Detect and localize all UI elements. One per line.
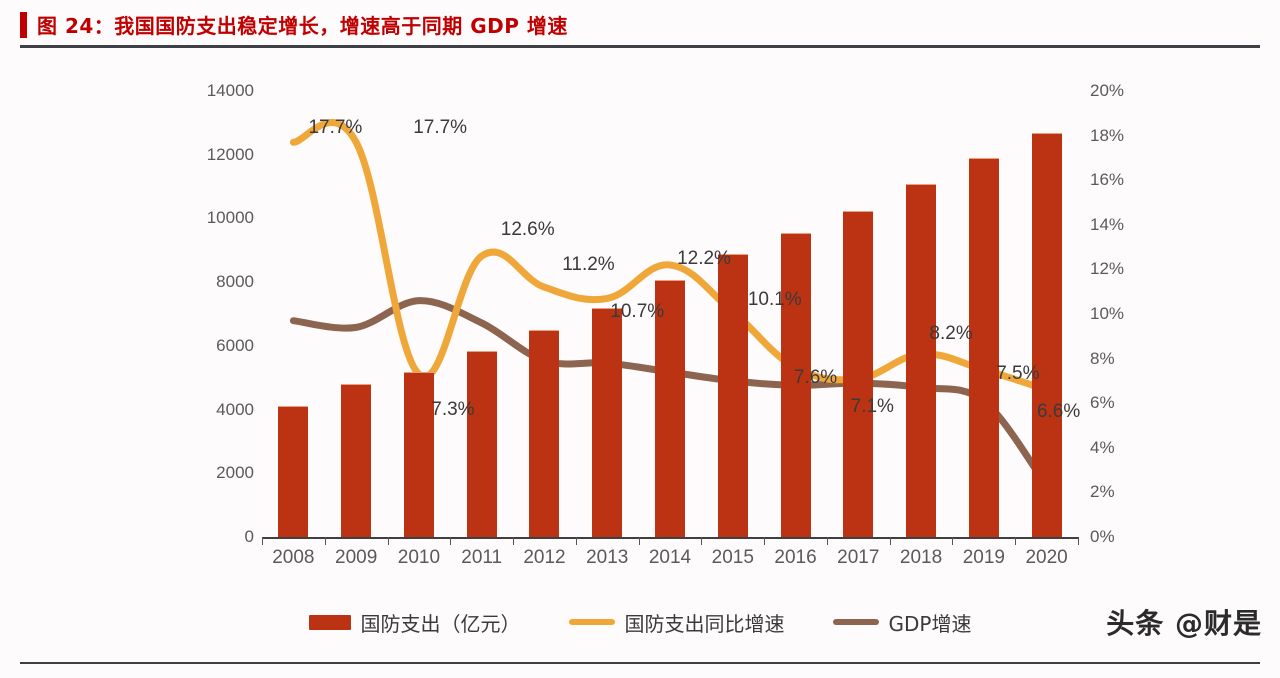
x-axis-tick xyxy=(701,537,703,545)
y-axis-right-tick-label: 6% xyxy=(1090,393,1115,413)
bar-2015 xyxy=(717,254,748,537)
x-axis-tick-label: 2010 xyxy=(397,547,441,568)
y-axis-left-tick-label: 6000 xyxy=(216,335,254,355)
bar-2016 xyxy=(780,232,811,537)
x-axis-tick-label: 2012 xyxy=(523,547,566,568)
legend-label: 国防支出同比增速 xyxy=(624,611,785,636)
y-axis-right-tick-label: 0% xyxy=(1090,527,1115,546)
legend-swatch-bar-icon xyxy=(308,614,351,630)
data-label-defense-growth-2011: 12.6% xyxy=(500,219,555,241)
legend-swatch-line-icon xyxy=(832,619,879,625)
y-axis-left-tick-label: 0 xyxy=(244,527,254,546)
bar-2011 xyxy=(466,351,497,537)
x-axis-tick xyxy=(638,537,640,545)
x-axis-tick xyxy=(575,537,577,545)
data-label-defense-growth-2010: 7.3% xyxy=(431,399,475,421)
x-axis-tick xyxy=(889,537,891,545)
x-axis-tick-label: 2016 xyxy=(774,547,817,568)
y-axis-right-tick-label: 16% xyxy=(1090,170,1125,190)
legend-item-1[interactable]: 国防支出同比增速 xyxy=(568,608,785,637)
legend-swatch-line-icon xyxy=(568,619,615,625)
data-label-defense-growth-2017: 7.1% xyxy=(850,395,894,417)
data-label-defense-growth-2013: 10.7% xyxy=(610,301,665,323)
bar-2018 xyxy=(906,184,937,537)
data-label-defense-growth-2015: 10.1% xyxy=(747,288,802,310)
x-axis-tick xyxy=(764,537,766,545)
x-axis-tick xyxy=(450,537,452,545)
y-axis-left-tick-label: 12000 xyxy=(206,144,254,164)
y-axis-left-tick-label: 8000 xyxy=(216,272,254,292)
page-title: 图 24：我国国防支出稳定增长，增速高于同期 GDP 增速 xyxy=(20,10,568,39)
y-axis-right-tick-label: 12% xyxy=(1090,259,1125,279)
bar-2008 xyxy=(278,406,309,537)
x-axis-tick-label: 2011 xyxy=(461,547,503,568)
y-axis-right-tick-label: 4% xyxy=(1090,437,1115,457)
y-axis-right-tick-label: 8% xyxy=(1090,348,1115,368)
y-axis-right-tick-label: 2% xyxy=(1090,482,1115,502)
data-label-defense-growth-2014: 12.2% xyxy=(677,247,731,269)
title-divider xyxy=(20,45,1260,48)
y-axis-left-tick-label: 14000 xyxy=(206,81,254,100)
title-label: 图 24：我国国防支出稳定增长，增速高于同期 GDP 增速 xyxy=(37,14,568,38)
x-axis-tick-label: 2009 xyxy=(335,547,378,568)
y-axis-right-tick-label: 14% xyxy=(1090,214,1125,234)
data-label-defense-growth-2009: 17.7% xyxy=(413,117,468,139)
x-axis-tick-label: 2014 xyxy=(648,547,692,568)
data-label-defense-growth-2016: 7.6% xyxy=(793,366,838,388)
legend-item-0[interactable]: 国防支出（亿元） xyxy=(308,608,521,637)
data-labels-layer: 17.7% 17.7% 7.3% 12.6% 11.2% 10.7% 12.2% 10.1% 7… xyxy=(262,91,1081,537)
x-axis-tick xyxy=(1078,537,1079,545)
chart-header: 图 24：我国国防支出稳定增长，增速高于同期 GDP 增速 xyxy=(0,0,1280,50)
bar-2014 xyxy=(655,279,685,537)
bar-2013 xyxy=(592,307,623,537)
legend-label: 国防支出（亿元） xyxy=(360,611,521,636)
y-axis-left-tick-label: 2000 xyxy=(216,463,254,483)
x-axis-tick xyxy=(387,537,389,545)
data-label-defense-growth-2008: 17.7% xyxy=(308,117,363,139)
x-axis-tick xyxy=(262,537,263,545)
bar-2009 xyxy=(341,383,372,537)
x-axis-tick-label: 2015 xyxy=(711,547,754,568)
x-axis-tick xyxy=(952,537,954,545)
x-axis-tick-label: 2008 xyxy=(272,547,315,568)
y-axis-right-tick-label: 18% xyxy=(1090,125,1125,145)
x-axis-tick xyxy=(324,537,326,545)
bar-2012 xyxy=(529,329,560,537)
bar-2020 xyxy=(1031,133,1062,537)
chart-legend: 国防支出（亿元） 国防支出同比增速 GDP增速 xyxy=(0,602,1280,642)
y-axis-left-tick-label: 4000 xyxy=(216,399,254,419)
watermark-label: 头条 @财是 xyxy=(1106,607,1262,640)
legend-label: GDP增速 xyxy=(888,611,972,636)
data-label-defense-growth-2019: 7.5% xyxy=(996,362,1040,384)
footer-divider xyxy=(20,662,1260,664)
x-axis-tick-label: 2018 xyxy=(899,547,943,568)
x-axis-tick xyxy=(513,537,515,545)
x-axis-tick xyxy=(826,537,828,545)
combo-chart: 0 2000 4000 6000 8000 10000 12000 14000 0% 2% 4% 6… xyxy=(0,55,1280,600)
x-axis-tick-label: 2013 xyxy=(586,547,629,568)
y-axis-left-tick-label: 10000 xyxy=(206,208,254,228)
x-axis-tick-label: 2020 xyxy=(1025,547,1068,568)
y-axis-right-tick-label: 20% xyxy=(1090,81,1125,100)
bar-2017 xyxy=(843,211,874,537)
data-label-defense-growth-2020: 6.6% xyxy=(1036,400,1081,422)
x-axis-line xyxy=(262,537,1078,539)
bar-2010 xyxy=(403,372,434,537)
x-axis-tick xyxy=(1015,537,1017,545)
y-axis-right-tick-label: 10% xyxy=(1090,304,1125,323)
x-axis-tick-label: 2017 xyxy=(837,547,880,568)
data-label-defense-growth-2012: 11.2% xyxy=(562,254,615,276)
x-axis-tick-label: 2019 xyxy=(962,547,1005,568)
data-label-defense-growth-2018: 8.2% xyxy=(929,323,973,345)
legend-item-2[interactable]: GDP增速 xyxy=(832,608,972,637)
bar-2019 xyxy=(968,157,999,537)
bar-series-layer xyxy=(262,91,1078,537)
title-accent-bar xyxy=(20,11,27,38)
